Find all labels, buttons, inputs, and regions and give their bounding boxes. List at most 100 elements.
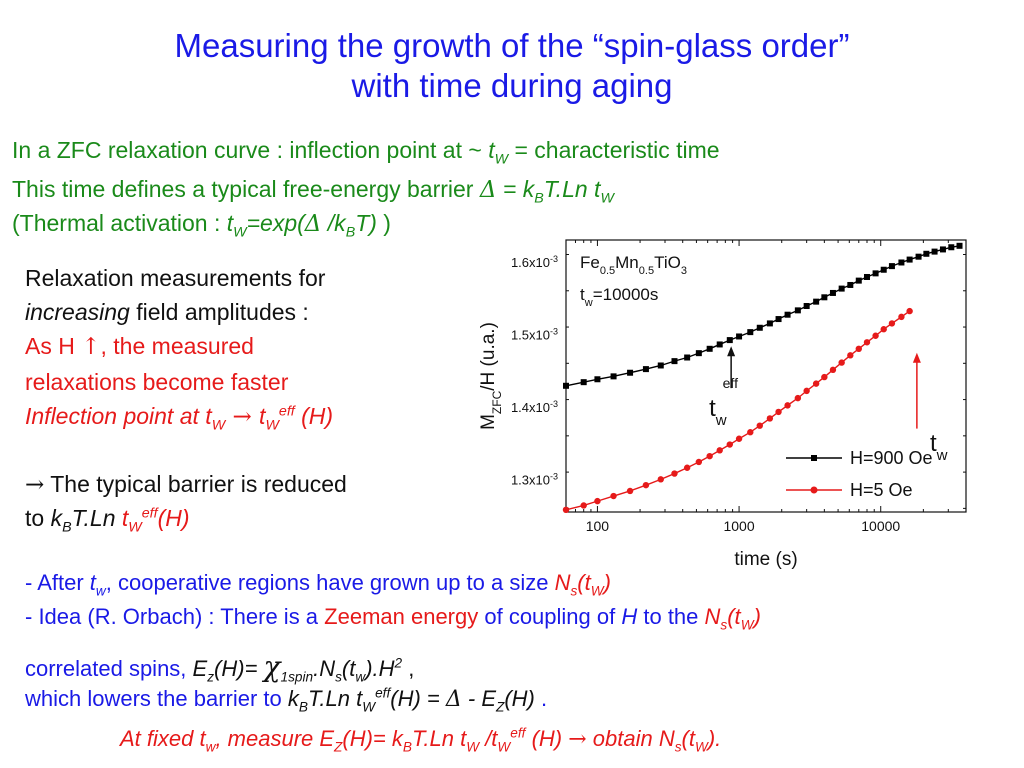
title-line-1: Measuring the growth of the “spin-glass … (174, 27, 850, 64)
x-tick-label: 10000 (861, 518, 900, 534)
data-point-5 (872, 332, 879, 339)
x-tick-label: 100 (586, 518, 610, 534)
intro-line-2: This time defines a typical free-energy … (12, 176, 614, 207)
legend-marker-square (811, 455, 817, 461)
legend-label: H=5 Oe (850, 480, 913, 500)
bottom-line-5: At fixed tw, measure EZ(H)= kBT.Ln tW /t… (120, 725, 722, 755)
data-point-5 (706, 452, 713, 460)
data-point-900 (813, 298, 820, 305)
data-point-900 (931, 248, 938, 255)
plot-frame (565, 239, 967, 513)
data-point-5 (642, 481, 650, 489)
annotation-tw-eff: tweff (709, 375, 738, 429)
data-point-5 (784, 402, 791, 409)
data-point-5 (594, 497, 601, 505)
teff-arrow-head (727, 346, 736, 357)
data-point-5 (880, 326, 887, 333)
y-tick-label: 1.6x10-3 (511, 254, 558, 270)
title-line-2: with time during aging (351, 67, 673, 104)
data-point-5 (610, 492, 617, 500)
legend-label: H=900 Oe (850, 448, 933, 468)
data-point-900 (775, 316, 782, 323)
data-point-900 (756, 324, 763, 331)
sample-label: Fe0.5Mn0.5TiO3 (580, 253, 687, 277)
intro-line-3: (Thermal activation : tW=exp(Δ /kBT) ) (12, 210, 391, 241)
data-point-900 (863, 273, 870, 280)
data-point-5 (580, 502, 587, 509)
data-point-900 (684, 354, 691, 361)
data-point-900 (610, 373, 617, 380)
data-point-5 (803, 387, 810, 395)
data-point-5 (847, 352, 854, 359)
data-point-900 (803, 303, 810, 310)
data-point-900 (923, 250, 930, 257)
data-point-5 (657, 476, 664, 483)
tw-label: tw=10000s (580, 285, 658, 309)
data-point-900 (939, 246, 946, 253)
data-point-5 (683, 464, 691, 471)
data-point-5 (766, 415, 774, 422)
data-point-5 (898, 313, 905, 321)
data-point-5 (812, 380, 820, 387)
page-title: Measuring the growth of the “spin-glass … (0, 26, 1024, 106)
data-point-900 (821, 294, 828, 301)
data-point-900 (594, 376, 601, 383)
data-point-900 (784, 311, 791, 318)
data-point-5 (735, 435, 743, 442)
data-point-900 (855, 277, 862, 284)
relaxation-chart: 100 1000 10000 1.3x10-3 1.4x10-3 1.5x10-3 1.6x… (478, 239, 967, 570)
y-tick-label: 1.4x10-3 (511, 399, 558, 415)
left-text-6: → The typical barrier is reduced (25, 471, 347, 498)
data-point-900 (794, 307, 801, 314)
y-tick-label: 1.5x10-3 (511, 326, 558, 342)
tw-arrow-head (912, 352, 921, 363)
data-point-900 (747, 329, 754, 336)
data-point-900 (872, 270, 879, 277)
data-point-900 (716, 341, 723, 348)
data-point-900 (736, 333, 743, 340)
data-point-900 (898, 259, 905, 266)
x-axis-label: time (s) (734, 549, 797, 570)
data-point-900 (766, 320, 773, 327)
data-point-900 (657, 362, 664, 369)
data-point-5 (906, 307, 913, 315)
data-point-900 (642, 366, 649, 373)
x-tick-label: 1000 (723, 518, 754, 534)
data-point-900 (563, 382, 569, 389)
data-point-900 (580, 379, 587, 386)
left-text-2: increasing field amplitudes : (25, 299, 309, 325)
data-point-5 (626, 487, 634, 495)
data-point-5 (671, 470, 678, 477)
data-point-900 (915, 253, 922, 260)
data-point-900 (671, 358, 678, 365)
data-point-5 (756, 422, 763, 429)
data-point-900 (948, 244, 955, 251)
data-point-5 (855, 345, 862, 352)
data-point-900 (838, 285, 845, 292)
data-point-900 (726, 337, 733, 344)
data-point-5 (695, 458, 703, 466)
legend-marker-circle (810, 486, 818, 494)
data-point-5 (888, 320, 896, 327)
y-axis-label: MZFC/H (u.a.) (478, 322, 504, 430)
left-text-4: relaxations become faster (25, 369, 289, 395)
data-point-5 (829, 366, 837, 374)
data-point-900 (906, 256, 913, 263)
data-point-5 (775, 408, 782, 416)
left-text-1: Relaxation measurements for (25, 265, 326, 291)
bottom-line-4: which lowers the barrier to kBT.Ln tWeff… (25, 685, 548, 715)
data-point-5 (562, 506, 570, 514)
data-point-5 (821, 373, 828, 381)
data-point-900 (695, 350, 702, 357)
data-point-5 (863, 339, 871, 346)
data-point-5 (747, 429, 754, 436)
left-text-7: to kBT.Ln tWeff(H) (25, 505, 190, 536)
data-point-900 (829, 289, 836, 296)
data-point-5 (726, 441, 733, 448)
data-point-900 (888, 263, 895, 270)
data-point-900 (706, 345, 713, 352)
bottom-line-1: - After tw, cooperative regions have gro… (25, 570, 611, 599)
data-point-5 (794, 394, 802, 402)
data-point-5 (716, 447, 723, 454)
bottom-line-3: correlated spins, Ez(H)= χ1spin.Ns(tw).H… (25, 650, 415, 685)
